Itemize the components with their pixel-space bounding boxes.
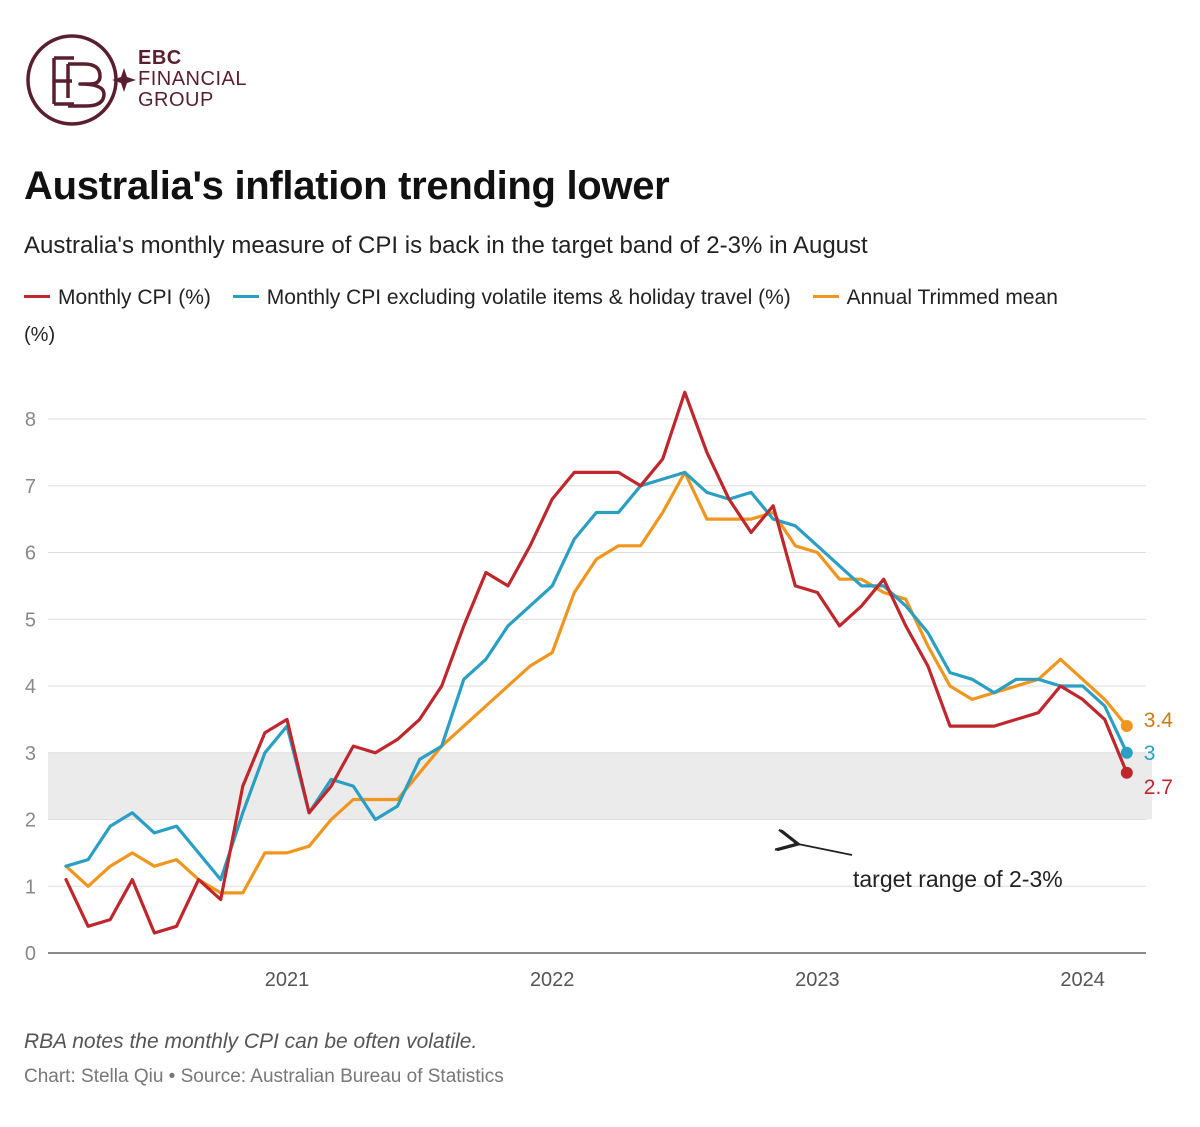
- series-line-1: [64, 470, 1129, 882]
- ebc-logo: [26, 34, 136, 126]
- chart-subtitle: Australia's monthly measure of CPI is ba…: [24, 232, 868, 259]
- chart-title: Australia's inflation trending lower: [24, 164, 670, 208]
- source-credit: Chart: Stella Qiu • Source: Australian B…: [24, 1066, 504, 1087]
- legend-swatch-trimmed-mean: [812, 294, 839, 298]
- brand-line-1: EBC: [138, 47, 182, 69]
- series-line-2: [64, 470, 1129, 895]
- annotation-text: target range of 2-3%: [853, 866, 1063, 892]
- series-end-dot-1: [1120, 746, 1133, 759]
- series-end-dot-2: [1120, 720, 1133, 733]
- y-tick-label: 1: [25, 876, 36, 898]
- legend-item-monthly-cpi-excl: Monthly CPI excluding volatile items & h…: [232, 286, 791, 310]
- annotation-arrow: [798, 844, 853, 856]
- target-band: [48, 752, 1152, 820]
- end-value-label-2: 3.4: [1144, 709, 1174, 732]
- y-tick-label: 8: [25, 409, 36, 431]
- series-end-dot-0: [1120, 766, 1133, 779]
- series-line-0: [64, 390, 1129, 935]
- end-value-label-0: 2.7: [1144, 776, 1173, 799]
- sparkle-icon: [112, 68, 136, 92]
- brand-name: EBC FINANCIAL GROUP: [138, 48, 247, 111]
- end-value-label-1: 3: [1144, 742, 1156, 765]
- legend-item-monthly-cpi: Monthly CPI (%): [24, 286, 211, 310]
- y-tick-label: 7: [25, 476, 36, 498]
- y-tick-label: 3: [25, 743, 36, 765]
- legend-label-monthly-cpi: Monthly CPI (%): [58, 286, 211, 309]
- footnote: RBA notes the monthly CPI can be often v…: [24, 1030, 478, 1053]
- legend-label-monthly-cpi-excl: Monthly CPI excluding volatile items & h…: [266, 286, 791, 309]
- x-tick-label: 2022: [530, 969, 575, 991]
- x-tick-label: 2023: [795, 969, 840, 991]
- y-tick-label: 4: [25, 676, 36, 698]
- brand-line-3: GROUP: [138, 89, 214, 111]
- line-chart: 0 1 2 3 4 5 6 7 8 2021 2022 2023 2024 2.7 3 3.4 targe…: [25, 390, 1174, 991]
- logo-monogram: [52, 56, 106, 108]
- legend-label-trimmed-mean: Annual Trimmed mean: [846, 286, 1058, 309]
- brand-line-2: FINANCIAL: [138, 68, 247, 90]
- x-tick-label: 2024: [1060, 969, 1105, 991]
- y-tick-label: 5: [25, 609, 36, 631]
- legend: Monthly CPI (%) Monthly CPI excluding vo…: [24, 286, 1058, 310]
- x-tick-label: 2021: [265, 969, 310, 991]
- legend-item-trimmed-mean: Annual Trimmed mean: [812, 286, 1058, 310]
- legend-swatch-monthly-cpi: [24, 294, 50, 298]
- y-tick-label: 0: [25, 943, 36, 965]
- y-axis-unit-label: (%): [24, 324, 56, 346]
- y-tick-label: 6: [25, 543, 36, 565]
- legend-swatch-monthly-cpi-excl: [232, 294, 259, 298]
- y-tick-label: 2: [25, 810, 36, 832]
